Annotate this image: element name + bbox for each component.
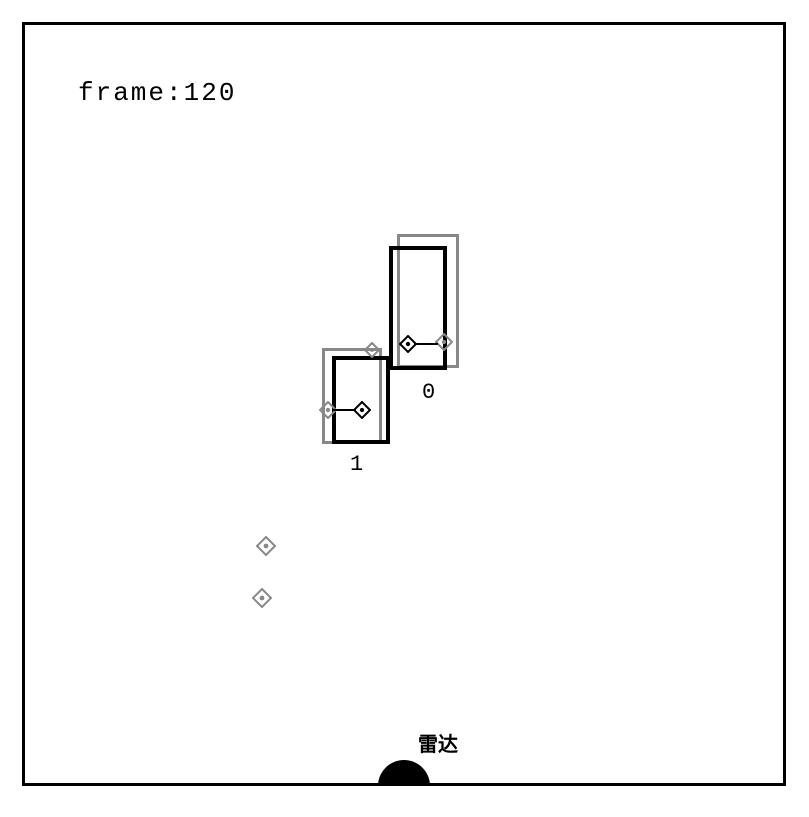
object-0-box-main: [389, 246, 447, 370]
object-0-marker-b: [435, 333, 453, 351]
radar-label: 雷达: [418, 728, 458, 757]
free-marker-0: [256, 536, 276, 556]
object-0-label: 0: [422, 380, 435, 405]
object-0-marker-a: [399, 335, 417, 353]
object-1-marker-c: [364, 342, 380, 358]
diagram-canvas: frame:120 0 1 雷达: [0, 0, 809, 812]
free-marker-1: [252, 588, 272, 608]
object-1-box-main: [332, 356, 390, 444]
radar-dome-icon: [378, 760, 430, 812]
object-1-marker-b: [353, 401, 371, 419]
frame-label: frame:120: [78, 78, 236, 108]
object-1-label: 1: [350, 452, 363, 477]
object-1-marker-a: [319, 401, 337, 419]
frame-border: [22, 22, 786, 786]
